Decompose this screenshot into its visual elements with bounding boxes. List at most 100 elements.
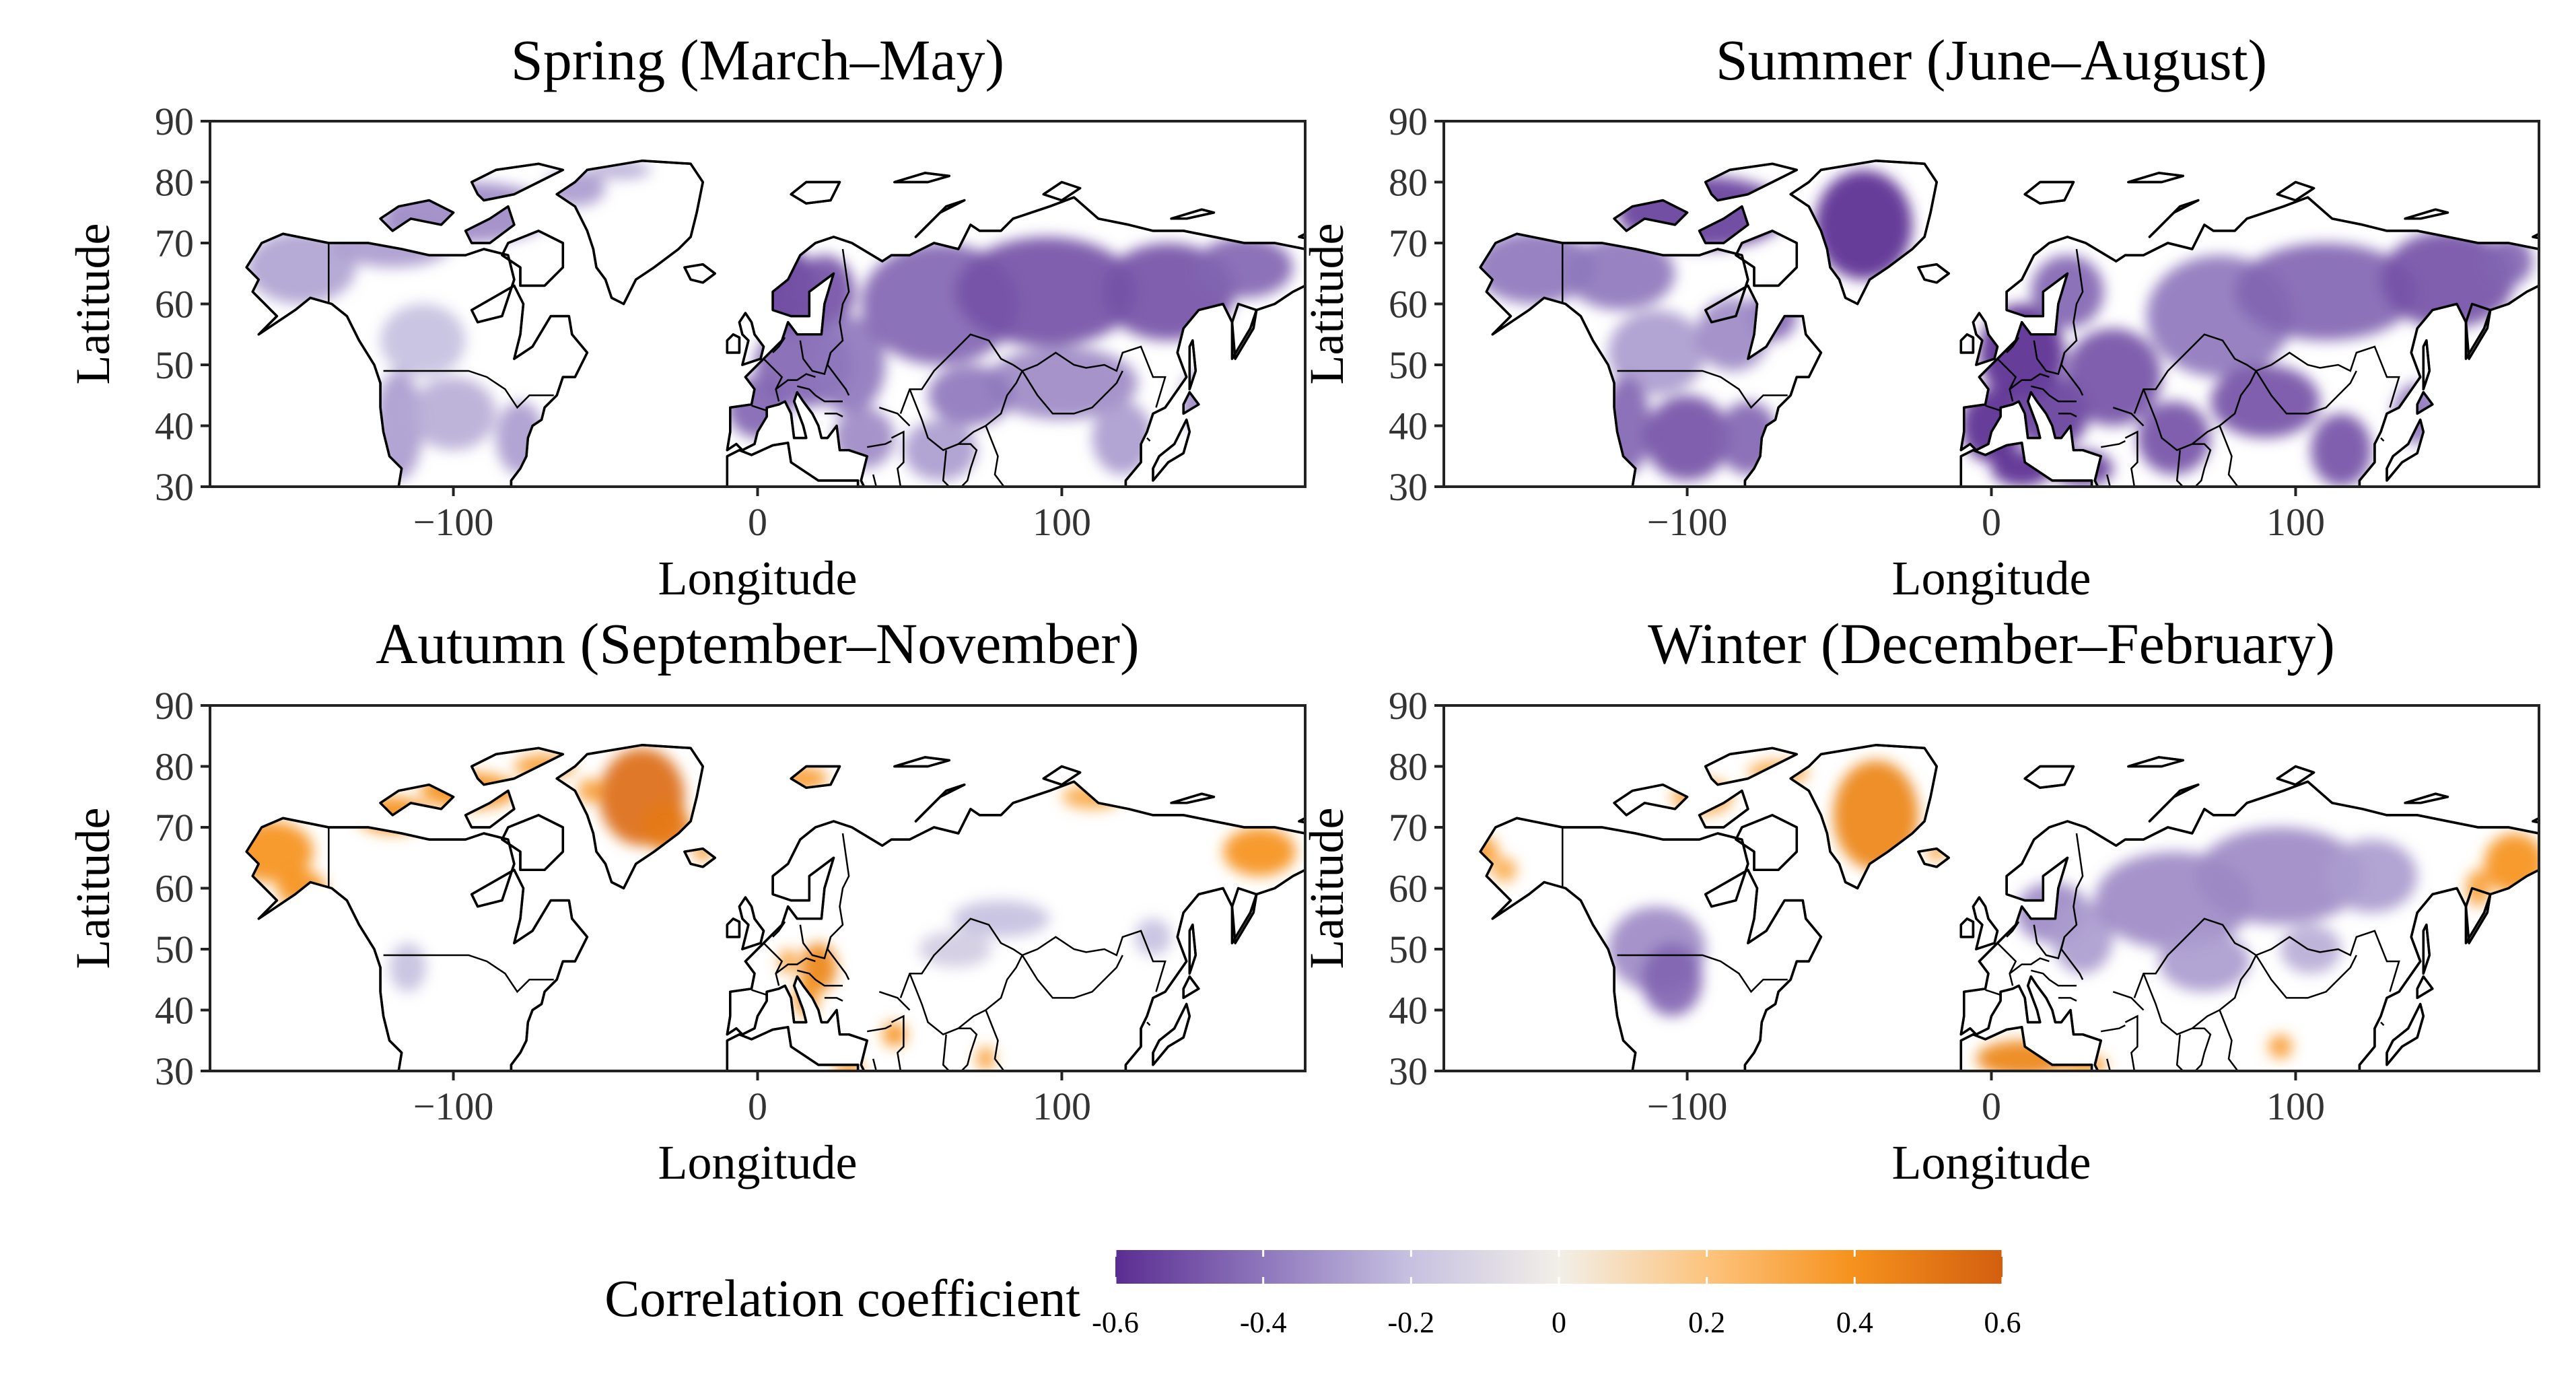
country-border — [1617, 370, 1788, 409]
correlation-cell — [1441, 249, 1477, 273]
x-tick-label: 100 — [2266, 1084, 2325, 1128]
correlation-cell — [1641, 943, 1703, 1016]
land-svalbard — [2023, 765, 2075, 789]
map-area — [1479, 744, 2539, 1071]
y-tick-label: 60 — [155, 867, 194, 911]
correlation-cell — [578, 778, 603, 803]
country-border — [2006, 921, 2020, 938]
y-tick-label: 60 — [1389, 867, 1428, 911]
country-border — [2124, 1014, 2138, 1071]
coastline — [683, 847, 716, 868]
coastline — [1152, 418, 1191, 482]
country-border — [2058, 413, 2077, 418]
coastline — [2416, 390, 2434, 415]
correlation-cell — [879, 778, 940, 803]
coastline — [2386, 1002, 2425, 1066]
map-panel: Winter (December–February) 30 40 50 60 70 80 90… — [1300, 611, 2540, 1189]
country-border — [872, 474, 878, 487]
country-border — [2033, 340, 2066, 376]
colorbar-tick-label: -0.6 — [1092, 1306, 1139, 1339]
country-border — [824, 413, 843, 418]
country-border — [751, 405, 767, 412]
y-tick-label: 40 — [155, 989, 194, 1033]
x-tick-label: −100 — [413, 1084, 494, 1128]
y-tick-label: 30 — [155, 465, 194, 509]
y-tick-label: 50 — [1389, 928, 1428, 971]
country-border — [2009, 373, 2050, 390]
coastline — [2148, 199, 2200, 238]
country-border — [775, 373, 816, 390]
correlation-cell — [1223, 827, 1296, 876]
coastline — [379, 199, 455, 232]
country-border — [899, 333, 1023, 414]
x-tick-label: 100 — [2266, 500, 2325, 544]
y-tick-label: 70 — [1389, 221, 1428, 265]
coastline — [726, 1026, 860, 1071]
country-border — [2030, 385, 2077, 403]
coastline — [2464, 302, 2492, 360]
country-border — [2058, 997, 2077, 1002]
country-border — [799, 924, 832, 960]
country-border — [985, 1010, 1005, 1071]
y-axis-label: Latitude — [66, 223, 120, 385]
land-novaya-zemlya — [914, 783, 966, 823]
coastline — [738, 312, 765, 366]
land-svalbard — [790, 180, 841, 205]
y-tick-label: 30 — [1389, 465, 1428, 509]
coastline — [893, 756, 950, 768]
coastline — [893, 172, 950, 184]
country-border — [827, 248, 850, 396]
land-novaya-zemlya — [2148, 783, 2200, 823]
country-border — [2124, 430, 2138, 487]
coastline — [1972, 896, 1999, 950]
correlation-field — [246, 160, 1293, 481]
coastline — [555, 160, 704, 306]
x-tick-label: 0 — [1982, 1084, 2001, 1128]
country-border — [796, 969, 843, 987]
coastline — [726, 196, 1305, 487]
y-tick-label: 60 — [1389, 283, 1428, 326]
coastline — [1704, 747, 1799, 786]
country-border — [909, 370, 1023, 452]
colorbar-tick-label: -0.4 — [1240, 1306, 1287, 1339]
country-border — [772, 337, 786, 353]
correlation-cell — [2210, 365, 2320, 438]
map-area — [245, 160, 1305, 487]
country-border — [763, 942, 784, 986]
map-area — [1441, 160, 2539, 487]
coastline — [1182, 975, 1200, 1000]
correlation-cell — [2235, 243, 2418, 341]
y-tick-label: 80 — [155, 745, 194, 789]
country-border — [2105, 474, 2112, 487]
country-border — [2192, 1027, 2212, 1071]
country-border — [2100, 440, 2126, 448]
country-border — [383, 954, 554, 994]
country-border — [2105, 1058, 2112, 1071]
country-border — [2060, 833, 2084, 980]
y-tick-label: 70 — [155, 806, 194, 850]
coastline — [470, 747, 565, 786]
correlation-cell — [903, 419, 977, 481]
country-border — [2175, 450, 2184, 487]
coastline — [914, 199, 966, 238]
correlation-cell — [2268, 1034, 2293, 1059]
correlation-cell — [919, 930, 992, 968]
coastline — [1959, 442, 2093, 487]
x-tick-label: −100 — [1647, 1084, 1728, 1128]
correlation-cell — [1927, 842, 1946, 861]
coastline — [2404, 792, 2449, 804]
coastline — [2532, 817, 2539, 824]
correlation-cell — [1480, 230, 1597, 304]
correlation-cell — [1565, 237, 1675, 310]
coastline — [1959, 780, 2539, 1071]
correlation-cell — [2052, 900, 2114, 974]
country-border — [383, 370, 554, 409]
correlation-cell — [800, 943, 837, 992]
country-border — [942, 450, 950, 487]
country-border — [2380, 437, 2385, 442]
coastline — [1479, 232, 1823, 487]
correlation-cell — [1717, 401, 1779, 475]
correlation-cell — [2311, 413, 2372, 487]
country-border — [1617, 954, 1788, 994]
country-border — [772, 921, 786, 938]
